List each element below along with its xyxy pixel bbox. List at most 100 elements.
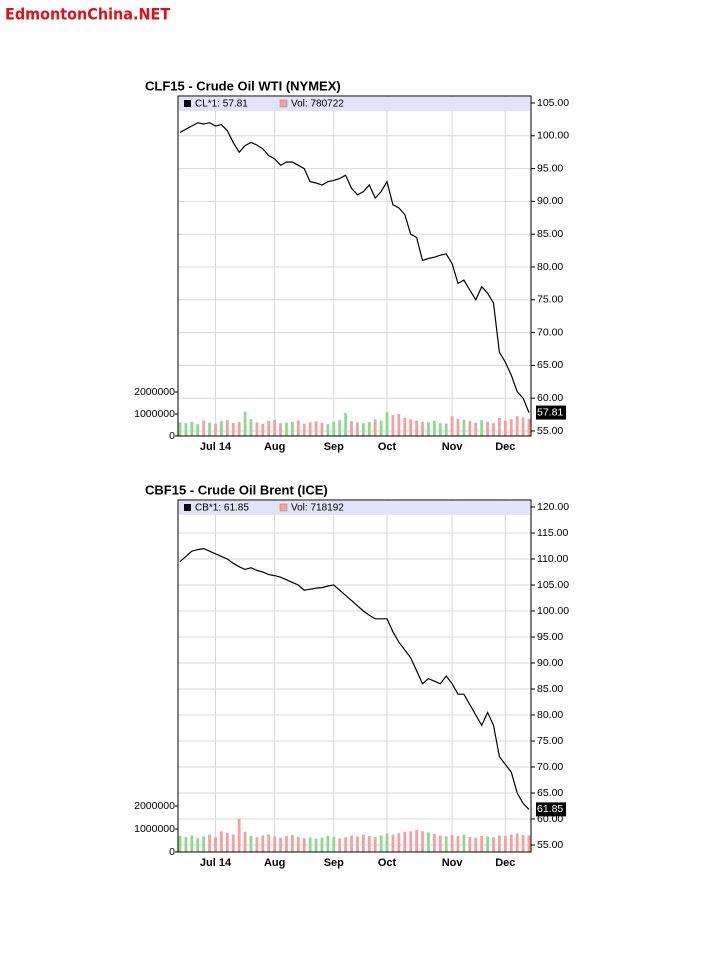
volume-bar [237,421,241,436]
volume-bar [302,838,306,852]
volume-bar [290,834,294,852]
plot-frame [178,96,531,436]
plot-frame [178,500,531,852]
volume-bar [486,836,489,852]
y2-tick-label: 120.00 [537,501,569,513]
last-value-box [536,802,566,817]
volume-bar [438,423,442,436]
y2-tick-label: 110.00 [537,553,568,565]
volume-bar [314,421,318,436]
y2-tick-label: 65.00 [537,787,563,799]
volume-bar [367,835,371,852]
volume-bar [527,418,531,436]
volume-bar [285,422,288,436]
y2-tick-label: 115.00 [537,527,568,539]
price-line [179,547,530,810]
volume-bar [409,419,413,436]
y2-tick-label: 70.00 [537,761,563,773]
volume-bar [243,411,247,436]
volume-bar [373,419,377,436]
volume-bar [403,831,407,852]
legend-swatch [279,503,288,512]
volume-bar [214,423,217,436]
volume-bar [462,419,466,436]
y2-tick-label: 100.00 [537,130,569,142]
volume-bar [302,423,306,436]
x-tick-label: Sep [324,857,344,869]
volume-bar [196,424,200,436]
volume-bar [385,412,389,436]
volume-bar [178,835,182,852]
legend-label: CB*1: 61.85 [195,503,249,514]
legend-label: CL*1: 57.81 [195,99,248,110]
volume-bar [338,838,342,852]
volume-bar [273,419,277,436]
volume-bar [397,833,401,852]
volume-bar [486,421,489,436]
y-tick-label: 1000000 [134,408,175,420]
volume-bar [450,416,454,436]
volume-bar [267,420,271,436]
y2-tick-label: 75.00 [537,294,563,306]
y-tick-label: 1000000 [134,823,175,835]
volume-bar [391,834,395,852]
x-tick-label: Sep [324,441,344,453]
volume-bar [314,838,318,852]
volume-bar [432,834,436,852]
volume-bar [208,422,211,436]
volume-bar [208,834,211,852]
volume-bar [344,412,348,436]
volume-bar [391,415,395,436]
volume-bar [462,834,466,852]
legend-swatch [184,100,191,107]
volume-bar [308,422,312,436]
volume-bar [356,422,359,436]
y2-tick-label: 90.00 [537,657,563,669]
plot-border [177,499,532,853]
volume-bar [255,422,259,436]
volume-bar [279,423,282,436]
y-tick-label: 0 [169,846,175,858]
volume-bar [285,835,288,852]
volume-bar [515,416,519,436]
volume-bar [456,835,460,852]
legend-swatch [279,99,288,108]
volume-bar [332,421,336,436]
volume-bar [290,421,294,436]
y2-tick-label: 80.00 [537,709,563,721]
y2-tick-label: 105.00 [537,579,569,591]
volume-bar [196,838,200,852]
volume-bar [409,831,413,852]
volume-bar [385,833,389,852]
volume-bar [373,837,377,852]
x-tick-label: Nov [442,857,464,869]
volume-bar [492,837,495,852]
volume-bar [220,831,223,852]
y2-tick-label: 95.00 [537,162,563,174]
volume-bar [190,421,194,436]
volume-bar [403,417,407,436]
y-tick-label: 0 [169,430,175,442]
x-tick-label: Oct [378,441,397,453]
volume-bar [367,421,371,436]
legend-label: Vol: 718192 [291,503,344,514]
volume-bar [480,420,484,436]
volume-bar [231,423,235,436]
volume-bar [350,421,353,436]
volume-bar [231,834,235,852]
volume-bar [527,835,531,852]
y2-tick-label: 55.00 [537,425,563,437]
volume-bar [503,420,507,436]
volume-bar [249,835,253,852]
volume-bar [421,831,424,852]
y2-tick-label: 100.00 [537,605,569,617]
volume-bar [184,837,188,852]
y2-tick-label: 90.00 [537,195,563,207]
volume-bar [202,420,206,436]
volume-bar [249,419,253,436]
volume-bar [350,835,353,852]
volume-bar [344,837,348,852]
volume-bar [267,834,271,852]
volume-bar [468,420,472,436]
